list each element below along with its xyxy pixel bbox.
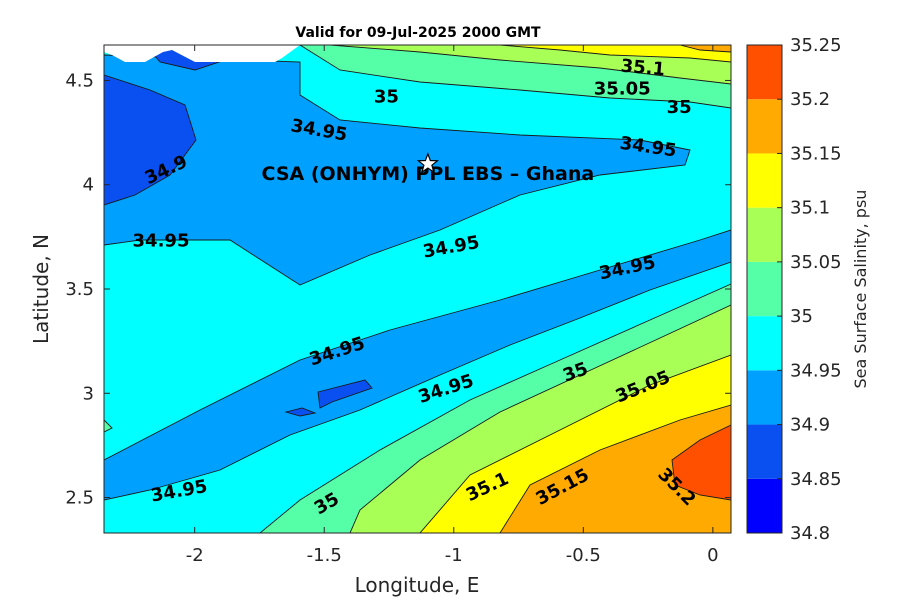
fill-band-34-9-34-95 [104, 54, 691, 286]
y-tick-label: 4.5 [65, 70, 94, 91]
fill-band-35-15-35-2-south [499, 404, 731, 533]
colorbar-tick-label: 35.15 [790, 143, 842, 164]
fill-band-35-2-35-25-south [671, 424, 731, 501]
colorbar-tick-label: 34.9 [790, 415, 830, 436]
colorbar-tick-label: 34.95 [790, 360, 842, 381]
contour-label: 35.1 [620, 56, 666, 81]
fill-band-34-85-34-9-west [104, 74, 197, 206]
colorbar-swatch [747, 370, 782, 425]
x-axis-label: Longitude, E [355, 573, 480, 597]
site-star-marker [416, 152, 440, 174]
x-tick-label: -1 [445, 545, 463, 566]
fill-band-34-85-34-9-island-a [317, 379, 373, 409]
y-tick-label: 3.5 [65, 279, 94, 300]
colorbar-swatch [747, 99, 782, 154]
colorbar-tick-label: 35.25 [790, 35, 842, 56]
y-tick-label: 4 [83, 175, 94, 196]
contour-field [104, 45, 731, 533]
colorbar-tick-label: 35.05 [790, 252, 842, 273]
y-axis: 2.5 3 3.5 4 4.5 [65, 70, 731, 509]
fill-band-35-1-35-15-north [499, 45, 731, 63]
x-tick-label: 0 [707, 545, 718, 566]
site-annotation-label: CSA (ONHYM) PPL EBS – Ghana [262, 163, 595, 185]
y-tick-label: 3 [83, 383, 94, 404]
colorbar-swatch [747, 261, 782, 317]
colorbar-swatch [747, 478, 782, 533]
colorbar-swatch [747, 45, 782, 100]
site-annotation: CSA (ONHYM) PPL EBS – Ghana [262, 152, 595, 185]
x-tick-label: -2 [186, 545, 204, 566]
contour-label: 34.95 [133, 231, 190, 252]
fill-band-35-15-35-2-north [679, 45, 731, 53]
colorbar-tick-label: 35 [790, 306, 813, 327]
colorbar-label: Sea Surface Salinity, psu [851, 190, 870, 389]
fill-band-34-9-34-95-south [104, 229, 731, 501]
y-tick-label: 2.5 [65, 488, 94, 509]
chart-title: Valid for 09-Jul-2025 2000 GMT [295, 25, 541, 41]
colorbar-tick-label: 35.1 [790, 198, 830, 219]
colorbar-tick-label: 34.8 [790, 523, 830, 544]
x-tick-label: -0.5 [566, 545, 601, 566]
contour-label: 35 [667, 97, 692, 118]
fill-band-34-85-34-9-island-b [284, 407, 317, 417]
colorbar: 34.8 34.85 34.9 34.95 35 35.05 35.1 35.15 35.2 35… [746, 35, 842, 544]
colorbar-tick-label: 35.2 [790, 89, 830, 110]
land-mask [104, 45, 300, 62]
x-axis: -2 -1.5 -1 -0.5 0 [186, 45, 719, 566]
contour-label: 35.05 [594, 78, 651, 99]
x-tick-label: -1.5 [307, 545, 342, 566]
contour-label: 35 [374, 87, 399, 108]
colorbar-swatch [747, 153, 782, 208]
colorbar-tick-label: 34.85 [790, 469, 842, 490]
fill-band-35-35-05-west-edge [104, 419, 113, 433]
colorbar-swatch [747, 424, 782, 479]
colorbar-swatch [747, 207, 782, 262]
y-axis-label: Latitude, N [29, 234, 53, 344]
colorbar-swatch [747, 316, 782, 371]
colorbar-frame [746, 44, 783, 534]
